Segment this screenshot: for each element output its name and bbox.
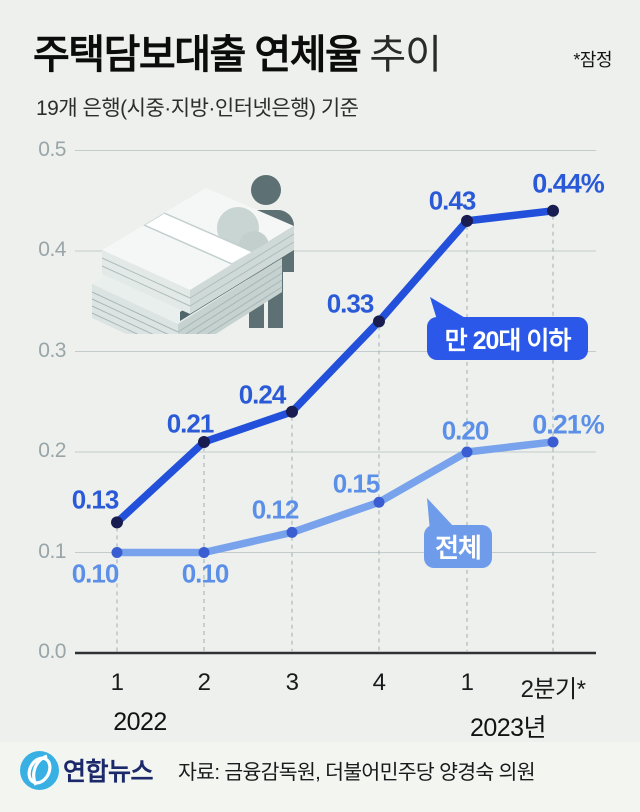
series-badge-under20-label: 만 20대 이하 (444, 326, 572, 355)
data-point-marker (286, 526, 298, 538)
badge-tail-total (427, 498, 454, 531)
data-label: 0.15 (332, 468, 381, 499)
data-label: 0.43 (428, 185, 477, 216)
money-stack-icon (91, 188, 295, 334)
y-tick-label: 0.3 (38, 338, 66, 362)
data-point-marker (373, 496, 385, 508)
y-tick-label: 0.5 (38, 137, 66, 161)
series-badge-total: 전체 (424, 525, 492, 568)
page-title-suffix: 추이 (369, 33, 442, 77)
data-label: 0.21% (532, 409, 605, 440)
year-label-2022: 2022 (113, 708, 167, 736)
x-tick-label: 4 (372, 669, 386, 696)
data-label: 0.10 (181, 558, 230, 589)
data-point-marker (198, 547, 210, 558)
yonhap-logo-icon (20, 750, 59, 790)
footer: 연합뉴스 자료: 금융감독원, 더불어민주당 양경숙 의원 (19, 748, 536, 792)
data-label: 0.20 (441, 415, 490, 446)
series-badge-under20: 만 20대 이하 (427, 317, 588, 360)
y-tick-label: 0.1 (38, 539, 66, 563)
data-label: 0.24 (238, 379, 287, 410)
data-point-marker (547, 436, 559, 448)
page-title-main: 주택담보대출 연체율 (33, 33, 362, 77)
data-point-marker (111, 547, 123, 558)
chart-subtitle: 19개 은행(시중·지방·인터넷은행) 기준 (36, 97, 359, 120)
y-tick-label: 0.0 (38, 640, 66, 663)
data-label: 0.21 (166, 408, 215, 439)
source-credit: 자료: 금융감독원, 더불어민주당 양경숙 의원 (178, 761, 536, 784)
year-label-2023: 2023년 (469, 714, 547, 742)
data-point-marker (461, 214, 473, 227)
data-point-marker (198, 435, 210, 448)
brand-name: 연합뉴스 (63, 758, 154, 786)
series-line-under20 (113, 207, 557, 527)
x-tick-label: 2 (197, 669, 211, 696)
data-label: 0.12 (251, 494, 300, 525)
data-point-marker (461, 446, 473, 458)
y-tick-label: 0.4 (38, 238, 66, 261)
data-point-marker (286, 405, 298, 418)
y-tick-label: 0.2 (38, 439, 66, 462)
data-point-marker (111, 516, 123, 529)
x-tick-label: 1 (110, 669, 124, 696)
data-point-marker (373, 315, 385, 328)
series-line-total (113, 438, 557, 557)
series-badge-total-label: 전체 (435, 533, 482, 563)
data-label: 0.10 (71, 558, 120, 589)
x-tick-label: 3 (285, 669, 299, 696)
data-label: 0.33 (326, 288, 375, 319)
page-title: 주택담보대출 연체율 추이 (33, 22, 442, 80)
footer-band (0, 742, 640, 812)
badge-tail-under20 (430, 297, 467, 323)
x-tick-label: 2분기* (520, 676, 586, 703)
x-tick-label: 1 (460, 669, 474, 696)
provisional-note: *잠정 (573, 50, 612, 70)
money-person-illustration (91, 175, 295, 334)
data-label: 0.13 (71, 484, 120, 515)
data-label: 0.44% (532, 168, 605, 199)
data-point-marker (547, 204, 559, 217)
